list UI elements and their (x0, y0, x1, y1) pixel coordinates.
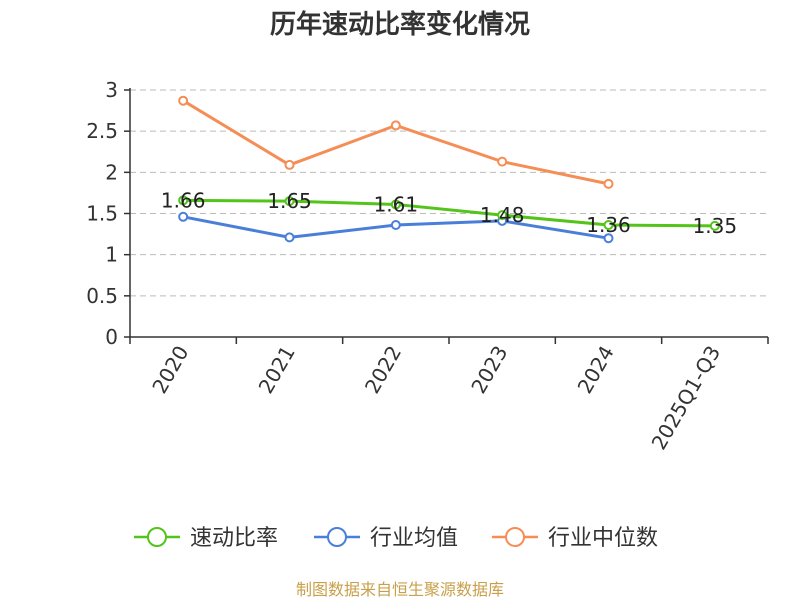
series-1-point (390, 220, 401, 231)
legend-marker (327, 527, 347, 547)
data-label: 1.36 (586, 213, 631, 237)
series-1-point (603, 233, 614, 244)
legend-item: 行业均值 (314, 526, 458, 551)
legend-label: 行业中位数 (548, 526, 658, 551)
x-tick-label: 2023 (466, 341, 512, 397)
series-0-line (183, 198, 715, 228)
y-tick-label: 0 (105, 325, 118, 349)
series-0-point (390, 199, 401, 210)
data-source: 制图数据来自恒生聚源数据库 (296, 580, 504, 599)
y-tick-label: 3 (105, 78, 118, 102)
series-2-line (182, 99, 609, 186)
series-0-point (178, 195, 189, 206)
series-2-point (284, 159, 295, 170)
axis-layer: 0 0.5 1 1.5 2 2.5 3 2020 2021 2022 2023 2024 2025Q1-… (86, 78, 769, 454)
x-tick-label: 2020 (147, 342, 193, 398)
legend-label: 行业均值 (370, 526, 458, 551)
series-2-point (497, 156, 508, 167)
x-tick-label: 2025Q1-Q3 (646, 342, 725, 454)
series-1-point (178, 211, 189, 222)
legend-marker (505, 527, 525, 547)
series-2-point (390, 120, 401, 131)
label-layer: 1.66 1.65 1.61 1.48 1.36 1.35 (161, 188, 737, 238)
data-label: 1.65 (267, 189, 312, 213)
data-label: 1.66 (161, 188, 206, 212)
series-0-point (284, 196, 295, 207)
x-tick-label: 2022 (360, 342, 406, 398)
series-0-point (497, 210, 508, 221)
y-tick-label: 1.5 (86, 202, 118, 226)
legend-item: 行业中位数 (492, 526, 658, 551)
legend-item: 速动比率 (134, 526, 278, 551)
y-tick-label: 0.5 (86, 284, 118, 308)
y-tick-label: 2.5 (86, 119, 118, 143)
series-0-point (709, 220, 720, 231)
x-tick-label: 2024 (573, 342, 619, 398)
series-2-point (178, 95, 189, 106)
series-0-point (603, 220, 614, 231)
data-label: 1.35 (693, 214, 738, 238)
series-2-point (603, 178, 614, 189)
y-tick-label: 1 (105, 243, 118, 267)
data-label: 1.61 (374, 192, 419, 216)
x-tick-label: 2021 (254, 342, 300, 398)
legend-label: 速动比率 (190, 526, 278, 551)
chart-title: 历年速动比率变化情况 (270, 9, 530, 40)
grid-layer (130, 89, 768, 297)
data-label: 1.48 (480, 203, 525, 227)
series-1-point (284, 232, 295, 243)
legend: 速动比率 行业均值 行业中位数 (134, 526, 658, 551)
y-tick-label: 2 (105, 160, 118, 184)
legend-marker (147, 527, 167, 547)
series-layer (178, 95, 720, 244)
